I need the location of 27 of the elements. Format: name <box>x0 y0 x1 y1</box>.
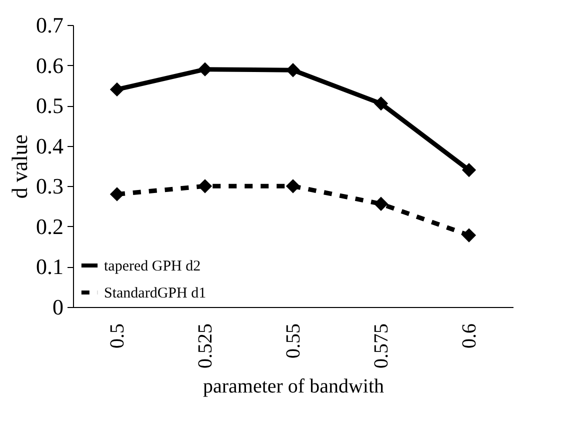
y-axis-title: d value <box>7 134 32 199</box>
point <box>374 96 388 111</box>
y-tick-label: 0.2 <box>36 214 64 239</box>
x-tick-label: 0.5 <box>106 324 128 348</box>
point <box>462 228 476 242</box>
x-tick-label: 0.55 <box>282 324 304 358</box>
point <box>110 187 124 202</box>
point <box>198 62 212 76</box>
point <box>286 179 300 194</box>
point <box>462 162 476 178</box>
point <box>110 82 124 97</box>
y-tick-label: 0.6 <box>36 52 64 78</box>
legend-label: tapered GPH d2 <box>104 258 201 274</box>
legend-label: StandardGPH d1 <box>104 286 206 302</box>
y-tick-label: 0.1 <box>36 254 64 280</box>
y-tick-label: 0.4 <box>36 133 64 158</box>
y-tick-label: 0.7 <box>36 12 64 38</box>
y-tick-label: 0 <box>52 294 64 320</box>
x-tick-label: 0.6 <box>458 324 480 348</box>
point <box>374 196 388 211</box>
x-tick-label: 0.525 <box>194 324 216 368</box>
point <box>286 63 300 78</box>
y-tick-label: 0.5 <box>36 93 64 118</box>
x-tick-label: 0.575 <box>370 324 392 368</box>
y-tick-label: 0.3 <box>36 174 64 199</box>
point <box>198 179 212 194</box>
x-axis-title: parameter of bandwith <box>202 376 384 398</box>
